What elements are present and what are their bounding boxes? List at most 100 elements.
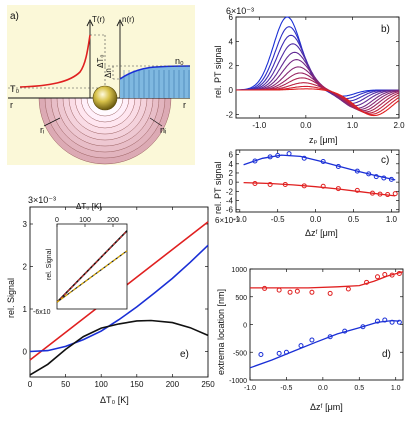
x-tick-label: -1.0	[233, 215, 247, 224]
panel-b-frame	[235, 16, 400, 119]
x-tick-label: 1.0	[386, 215, 398, 224]
x-tick-label: 200	[166, 380, 180, 389]
x-tick-label: 1.0	[347, 121, 359, 130]
x-tick-label: 2.0	[393, 121, 405, 130]
y-tick-label: 0	[229, 86, 234, 95]
inset-x-tick-label: 0	[55, 217, 59, 224]
panel-d-point-red	[364, 279, 370, 285]
panel-c-point-red	[252, 181, 258, 187]
panel-d-point-blue	[342, 328, 348, 334]
panel-c-point-blue	[275, 153, 281, 159]
x-tick-label: 0.0	[318, 385, 328, 392]
y-tick-label: 2	[229, 62, 234, 71]
y-tick-label: 3	[23, 220, 28, 229]
panel-d-point-red	[262, 285, 268, 291]
x-tick-label: -0.5	[280, 385, 292, 392]
inset-x-tick-label: 100	[79, 217, 91, 224]
refractive-index-stripes	[123, 70, 190, 98]
t-curve	[19, 34, 91, 88]
panel-d-label: d)	[382, 349, 391, 360]
panel-c-point-red	[320, 183, 326, 189]
y-tick-label: -500	[233, 350, 247, 357]
x-tick-label: 0.5	[354, 385, 364, 392]
x-tick-label: 100	[95, 380, 109, 389]
panel-d-point-red	[276, 287, 282, 293]
panel-c-point-blue	[267, 154, 273, 160]
panel-a: a) r r T(r) n(r) T₀ n₀ ΔT₀ Δn rᵢ	[7, 5, 195, 165]
panel-e-label: e)	[180, 349, 189, 360]
panel-d-point-blue	[382, 317, 388, 323]
panel-d-point-red	[396, 270, 402, 276]
panel-e-frame	[29, 206, 209, 378]
r-right-label: r	[183, 100, 186, 110]
x-tick-label: -0.5	[271, 215, 285, 224]
panel-c-frame	[235, 149, 400, 213]
x-tick-label: 1.0	[391, 385, 401, 392]
t-axis-label: T(r)	[92, 15, 105, 24]
panel-e-series-black	[29, 319, 209, 376]
y-tick-label: 1	[23, 305, 28, 314]
x-tick-label: 50	[61, 380, 70, 389]
panel-b-ylabel: rel. PT signal	[213, 46, 223, 98]
refractive-index-fill	[120, 66, 190, 98]
panel-a-label: a)	[10, 11, 19, 22]
panel-b-chart: 6×10⁻³ -1.0 0.0 1.0 2.0 -2 0 2 4 6 b) rel. PT si…	[213, 6, 405, 145]
panel-d-point-blue	[396, 319, 402, 325]
panel-d-point-red	[287, 289, 293, 295]
y-tick-label: 500	[235, 295, 247, 302]
t-axis-arrow	[86, 18, 94, 27]
panel-c-series	[243, 151, 398, 198]
x-tick-label: 0	[28, 380, 33, 389]
panel-c-point-blue	[366, 171, 372, 177]
panel-e-inset-ylabel: rel. Signal	[46, 248, 53, 280]
panel-c-point-blue	[381, 175, 387, 181]
concentric-rings	[38, 97, 172, 165]
panel-b-series-3	[236, 43, 399, 104]
n-axis-label: n(r)	[122, 15, 135, 24]
panel-c-point-red	[369, 190, 375, 196]
y-tick-label: 6	[229, 13, 234, 22]
x-tick-label: 0.0	[300, 121, 312, 130]
panel-c-point-red	[385, 192, 391, 198]
y-tick-label: 4	[229, 160, 234, 169]
panel-c-point-red	[377, 191, 383, 197]
y-tick-label: -2	[226, 187, 234, 196]
panel-c-point-blue	[252, 158, 258, 164]
panel-c-point-red	[354, 187, 360, 193]
panel-d-fit-red	[250, 271, 404, 289]
panel-e-chart: 3×10⁻³ 0 50 100 150 200 250 0 1 2 3 e) rel. Signa…	[6, 195, 215, 405]
panel-d-point-blue	[283, 349, 289, 355]
panel-d-point-blue	[258, 351, 264, 357]
panel-d-point-red	[309, 289, 315, 295]
y-tick-label: 1000	[231, 267, 247, 274]
r-left-label: r	[10, 100, 13, 110]
panel-d-point-blue	[309, 337, 315, 343]
ri-label: rᵢ	[40, 125, 44, 135]
panel-e-ylabel: rel. Signal	[6, 278, 16, 318]
y-tick-label: 2	[229, 169, 234, 178]
y-tick-label: 0	[243, 323, 247, 330]
nanoparticle	[92, 85, 118, 111]
panel-c-xlabel: Δzᶠ [μm]	[305, 228, 338, 238]
panel-d-xlabel: Δzᶠ [μm]	[310, 402, 343, 412]
panel-d-ylabel: extrema location [nm]	[216, 289, 226, 375]
panel-c-point-blue	[320, 158, 326, 164]
panel-c-fit-red	[243, 181, 396, 197]
panel-c-point-red	[301, 183, 307, 189]
n-axis-arrow	[116, 18, 124, 27]
panel-c-point-red	[267, 181, 273, 187]
panel-c-label: c)	[381, 155, 389, 166]
panel-c-point-blue	[388, 176, 394, 182]
panel-c-point-blue	[335, 164, 341, 170]
panel-d-point-blue	[360, 324, 366, 330]
panel-d-point-blue	[298, 343, 304, 349]
x-tick-label: 250	[201, 380, 215, 389]
ni-leader-line	[149, 117, 163, 127]
panel-d-point-blue	[276, 350, 282, 356]
panel-c-fit-blue	[243, 154, 396, 181]
n0-label: n₀	[175, 56, 184, 66]
y-tick-label: 6	[229, 151, 234, 160]
panel-d-ticks: -1.0 -0.5 0.0 0.5 1.0 -1000 -500 0 500 1000	[229, 267, 403, 392]
panel-e-inset-xlabel: ΔT₀ [K]	[76, 202, 102, 211]
